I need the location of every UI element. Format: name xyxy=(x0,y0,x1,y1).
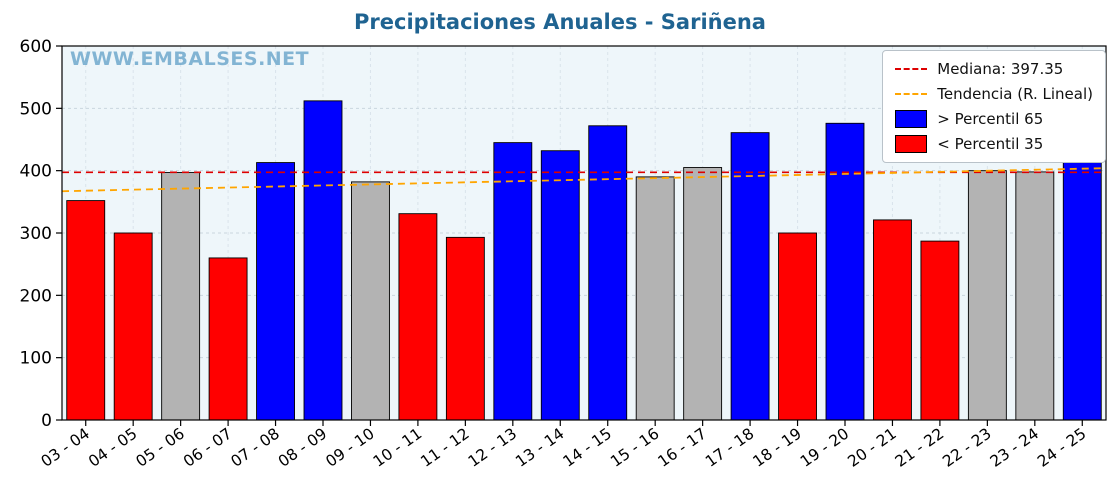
bar-19-20 xyxy=(825,122,865,421)
x-tick-label: 15 - 16 xyxy=(607,425,662,471)
y-tick-label: 600 xyxy=(20,37,52,57)
chart-title: Precipitaciones Anuales - Sariñena xyxy=(354,10,766,34)
legend-label-mediana: Mediana: 397.35 xyxy=(937,60,1064,78)
x-tick-label: 17 - 18 xyxy=(702,425,757,471)
trend-line xyxy=(61,167,1107,193)
bar-03-04 xyxy=(66,200,106,421)
x-tick-label: 03 - 04 xyxy=(38,425,93,471)
y-axis: 0 100 200 300 400 500 600 xyxy=(20,37,62,431)
x-tick-label: 05 - 06 xyxy=(133,425,188,471)
bar-15-16 xyxy=(635,176,675,421)
bar-23-24 xyxy=(1015,171,1055,421)
watermark-text: WWW.EMBALSES.NET xyxy=(70,48,310,70)
x-tick-label: 18 - 19 xyxy=(750,425,805,471)
y-tick-label: 100 xyxy=(20,349,52,369)
bar-05-06 xyxy=(161,172,201,421)
x-tick-label: 10 - 11 xyxy=(370,425,425,471)
bar-10-11 xyxy=(398,213,438,421)
bar-06-07 xyxy=(208,257,248,421)
bar-07-08 xyxy=(256,162,295,421)
chart-legend: Mediana: 397.35 Tendencia (R. Lineal) > … xyxy=(882,50,1106,163)
x-tick-label: 11 - 12 xyxy=(417,425,472,471)
y-tick-label: 400 xyxy=(20,162,52,182)
legend-label-percentil65: > Percentil 65 xyxy=(937,110,1044,128)
legend-item-mediana: Mediana: 397.35 xyxy=(895,60,1093,78)
bar-04-05 xyxy=(113,232,153,421)
x-tick-label: 22 - 23 xyxy=(939,425,994,471)
bar-21-22 xyxy=(920,240,960,421)
x-tick-label: 09 - 10 xyxy=(322,425,377,471)
legend-label-tendencia: Tendencia (R. Lineal) xyxy=(937,85,1093,103)
x-tick-label: 19 - 20 xyxy=(797,425,852,471)
x-tick-label: 24 - 25 xyxy=(1034,425,1089,471)
x-tick-label: 13 - 14 xyxy=(512,425,567,471)
bar-16-17 xyxy=(683,167,723,421)
x-tick-label: 04 - 05 xyxy=(85,425,140,471)
x-tick-label: 07 - 08 xyxy=(228,425,283,471)
x-tick-label: 12 - 13 xyxy=(465,425,520,471)
bar-20-21 xyxy=(873,219,912,421)
trend-dashed-line-swatch xyxy=(895,93,928,95)
bar-09-10 xyxy=(351,181,390,421)
x-tick-label: 06 - 07 xyxy=(180,425,235,471)
bar-12-13 xyxy=(493,142,533,421)
bars xyxy=(66,100,1102,421)
legend-item-tendencia: Tendencia (R. Lineal) xyxy=(895,85,1093,103)
x-tick-label: 08 - 09 xyxy=(275,425,330,471)
legend-item-percentil35: < Percentil 35 xyxy=(895,135,1093,153)
y-tick-label: 300 xyxy=(20,224,52,244)
x-tick-label: 21 - 22 xyxy=(892,425,947,471)
y-tick-label: 200 xyxy=(20,286,52,306)
blue-patch-swatch xyxy=(895,110,928,128)
bar-14-15 xyxy=(588,125,628,421)
bar-24-25 xyxy=(1062,162,1102,421)
bar-17-18 xyxy=(730,132,770,421)
bar-18-19 xyxy=(778,232,817,421)
bar-11-12 xyxy=(445,236,485,421)
bar-22-23 xyxy=(967,170,1007,421)
red-patch-swatch xyxy=(895,135,928,153)
bar-08-09 xyxy=(303,100,343,421)
x-tick-label: 20 - 21 xyxy=(844,425,899,471)
x-tick-label: 23 - 24 xyxy=(987,425,1042,471)
median-dashed-line-swatch xyxy=(895,68,928,70)
x-tick-label: 16 - 17 xyxy=(655,425,710,471)
legend-label-percentil35: < Percentil 35 xyxy=(937,135,1044,153)
bar-13-14 xyxy=(540,150,580,421)
y-tick-label: 0 xyxy=(41,411,52,431)
y-tick-label: 500 xyxy=(20,99,52,119)
legend-item-percentil65: > Percentil 65 xyxy=(895,110,1093,128)
x-tick-label: 14 - 15 xyxy=(560,425,615,471)
